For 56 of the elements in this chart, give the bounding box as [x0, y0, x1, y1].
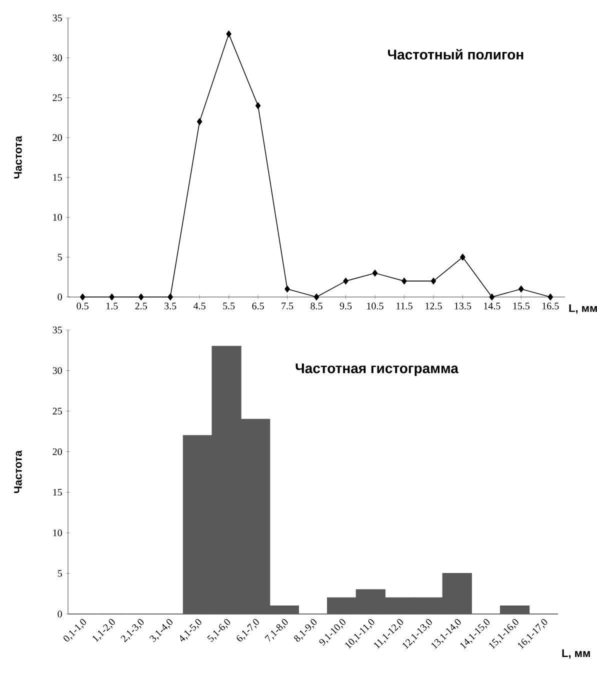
y-tick-label: 15 — [53, 174, 62, 181]
x-tick-label: 14.5 — [484, 302, 500, 310]
x-tick-label: 5.5 — [223, 302, 235, 310]
y-tick-label: 5 — [58, 570, 62, 577]
point — [226, 30, 232, 38]
x-tick-label: 2.5 — [135, 302, 147, 310]
x-tick-label: 10.5 — [367, 302, 384, 310]
text: Частотный полигон — [388, 48, 524, 60]
y-axis-title: Частота — [14, 136, 22, 178]
y-tick-label: 5 — [58, 254, 62, 260]
y-tick-label: 35 — [52, 14, 62, 22]
y-tick-label: 20 — [52, 134, 62, 141]
point — [372, 270, 378, 276]
x-tick-label: 11.5 — [396, 302, 412, 310]
point — [168, 294, 173, 300]
point — [255, 102, 261, 110]
x-tick-label: 16.5 — [542, 302, 559, 310]
y-tick-label: 20 — [52, 448, 62, 456]
y-tick-label: 25 — [52, 408, 62, 415]
y-tick-label: 35 — [52, 326, 62, 334]
x-tick-label: 6.5 — [252, 302, 264, 310]
text: Частотная гистограмма — [296, 364, 459, 376]
x-axis-title: L, мм — [569, 304, 597, 314]
y-tick-label: 30 — [52, 367, 62, 374]
x-tick-label: 15.5 — [513, 302, 530, 310]
point — [343, 278, 348, 284]
x-tick-label: 13.5 — [454, 302, 472, 310]
point — [284, 286, 290, 292]
y-tick-label: 10 — [53, 529, 62, 536]
point — [314, 294, 320, 300]
x-tick-label: 3.5 — [164, 302, 176, 310]
x-tick-label: 8.5 — [310, 302, 322, 310]
y-axis-title: Частота — [14, 450, 22, 493]
x-tick-label: 4.5 — [194, 302, 206, 310]
point — [430, 278, 436, 284]
y-tick-label: 0 — [58, 610, 62, 618]
x-tick-label: 1.5 — [106, 302, 118, 310]
point — [80, 294, 86, 300]
y-tick-label: 25 — [52, 94, 62, 102]
point — [138, 294, 144, 300]
point — [196, 118, 202, 126]
x-tick-label: 9.5 — [340, 302, 352, 310]
point — [402, 278, 407, 284]
x-tick-label: 0.5 — [76, 302, 88, 310]
point — [548, 294, 554, 300]
point — [518, 286, 524, 292]
x-tick-label: 12.5 — [426, 302, 442, 310]
y-tick-label: 10 — [53, 214, 62, 221]
point — [489, 294, 495, 300]
point — [109, 294, 114, 300]
x-axis-title: L, мм — [562, 649, 590, 659]
point — [460, 254, 466, 261]
y-tick-label: 30 — [52, 54, 62, 62]
y-tick-label: 0 — [58, 294, 62, 300]
y-tick-label: 15 — [53, 488, 62, 496]
x-tick-label: 7.5 — [282, 302, 294, 310]
